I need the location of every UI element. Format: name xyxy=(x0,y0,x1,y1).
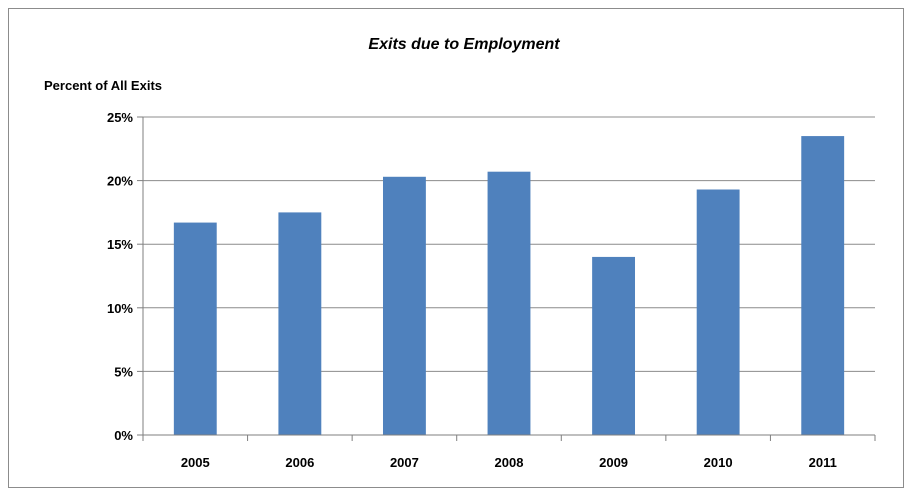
bar-2008 xyxy=(487,171,531,436)
chart-frame xyxy=(8,8,904,488)
y-tick-label: 0% xyxy=(114,428,133,443)
bars xyxy=(173,136,845,436)
x-tick-labels: 2005 2006 2007 2008 2009 2010 2011 xyxy=(181,455,837,470)
axes xyxy=(137,116,876,441)
y-tick-label: 10% xyxy=(107,301,133,316)
bar-2009 xyxy=(592,256,636,435)
y-axis-label: Percent of All Exits xyxy=(44,78,162,93)
bar-chart: Exits due to Employment Percent of All E… xyxy=(44,36,876,470)
y-tick-label: 25% xyxy=(107,110,133,125)
bar-2010 xyxy=(696,189,740,435)
bar-2011 xyxy=(801,136,845,435)
x-tick-label: 2009 xyxy=(599,455,628,470)
y-tick-labels: 0% 5% 10% 15% 20% 25% xyxy=(107,110,133,443)
y-tick-label: 20% xyxy=(107,174,133,189)
y-tick-label: 15% xyxy=(107,237,133,252)
bar-2007 xyxy=(382,176,426,435)
x-tick-label: 2008 xyxy=(495,455,524,470)
x-tick-label: 2005 xyxy=(181,455,210,470)
x-tick-label: 2006 xyxy=(285,455,314,470)
x-tick-label: 2011 xyxy=(809,455,837,470)
x-tick-label: 2010 xyxy=(704,455,733,470)
bar-2005 xyxy=(173,222,217,435)
y-tick-label: 5% xyxy=(114,364,133,379)
chart-title: Exits due to Employment xyxy=(368,36,560,53)
bar-2006 xyxy=(278,212,322,435)
x-tick-label: 2007 xyxy=(390,455,419,470)
